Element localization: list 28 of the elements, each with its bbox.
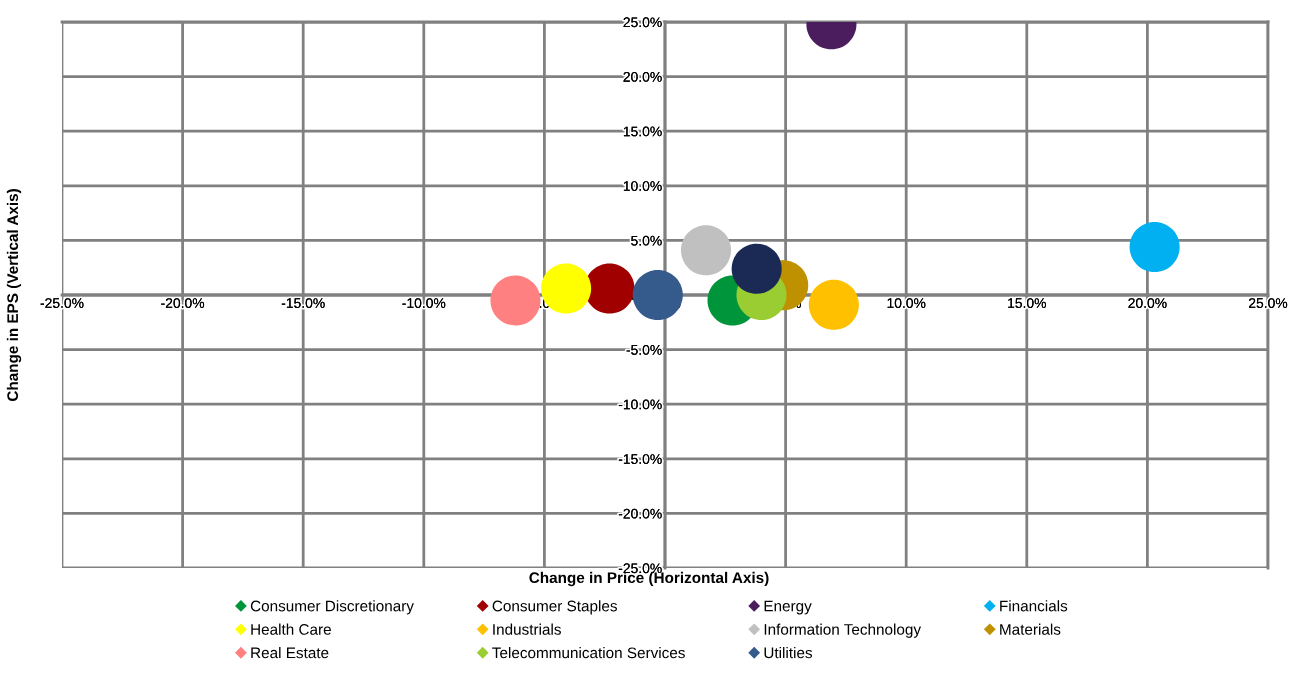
legend-label: Health Care [251, 623, 331, 635]
legend-label: Real Estate [251, 647, 329, 659]
y-tick-label: -5.0% [626, 344, 662, 355]
y-tick-label: 10.0% [623, 181, 662, 191]
x-tick-label: -20.0% [161, 298, 205, 308]
y-tick-label: -10.0% [618, 399, 662, 410]
x-tick-label: -15.0% [281, 298, 325, 308]
x-tick-label: 15.0% [1008, 298, 1046, 308]
x-tick-label: -25.0% [40, 298, 84, 308]
legend-label: Materials [1000, 623, 1061, 635]
x-tick-label: -10.0% [402, 298, 446, 308]
legend-label: Consumer Staples [492, 600, 617, 615]
legend-label: Energy [764, 600, 812, 615]
legend-label: Financials [1000, 600, 1068, 612]
y-tick-label: 15.0% [623, 126, 662, 137]
y-tick-label: 5.0% [631, 235, 662, 246]
legend-label: Industrials [493, 623, 561, 635]
legend-label: Information Technology [764, 623, 922, 638]
x-tick-label: 10.0% [887, 298, 926, 308]
y-tick-label: -15.0% [618, 454, 662, 464]
legend-label: Utilities [764, 647, 813, 659]
x-tick-label: 25.0% [1249, 298, 1288, 308]
legend-label: Telecommunication Services [492, 647, 685, 659]
y-tick-label: -20.0% [618, 508, 662, 519]
y-tick-label: 20.0% [623, 71, 662, 82]
y-axis-title: Change in EPS (Vertical Axis) [6, 189, 22, 402]
x-tick-label: 20.0% [1128, 298, 1167, 308]
legend-label: Consumer Discretionary [250, 600, 414, 615]
